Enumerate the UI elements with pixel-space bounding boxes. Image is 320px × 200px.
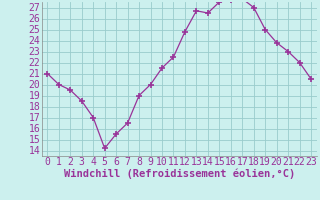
X-axis label: Windchill (Refroidissement éolien,°C): Windchill (Refroidissement éolien,°C) (64, 169, 295, 179)
